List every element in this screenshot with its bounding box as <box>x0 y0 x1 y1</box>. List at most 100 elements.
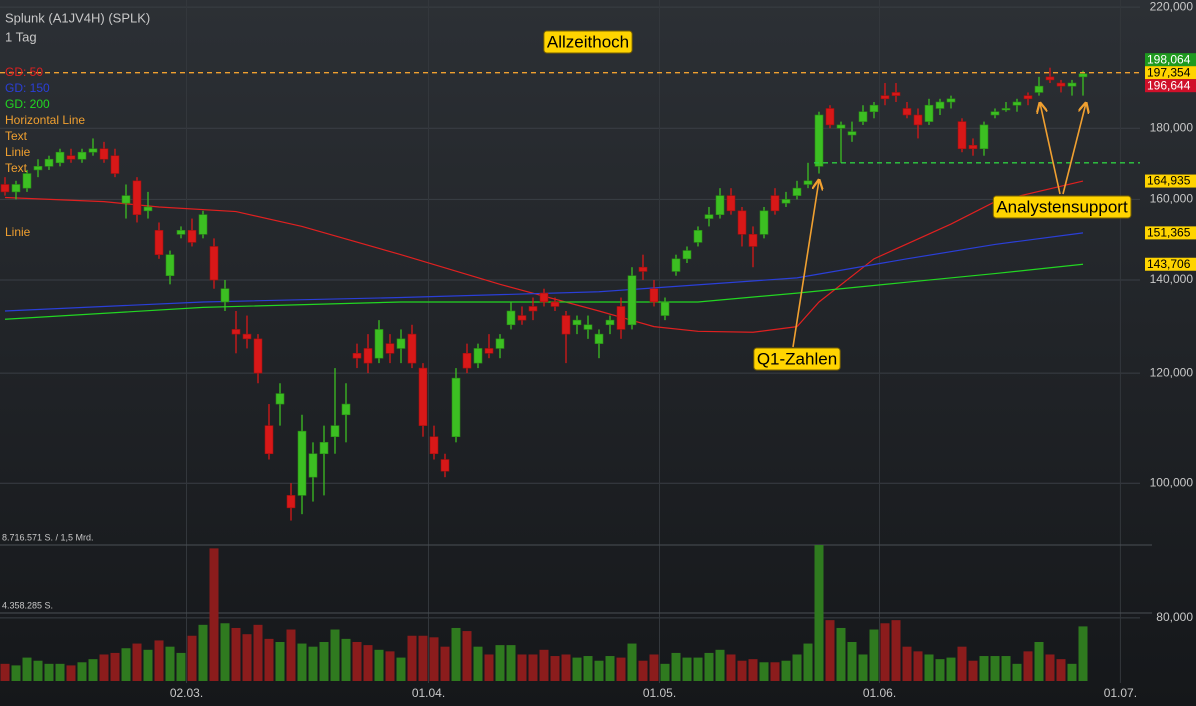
volume-bar <box>649 654 659 681</box>
volume-bar <box>220 623 230 681</box>
candle-body <box>891 92 901 96</box>
annotation-box <box>753 347 841 371</box>
candle-body <box>341 403 351 416</box>
x-tick-label: 01.05. <box>643 686 676 700</box>
candle-body <box>1001 108 1011 111</box>
volume-panel <box>0 545 1088 681</box>
candle-body <box>726 195 736 212</box>
candle-body <box>770 195 780 212</box>
volume-bar <box>979 656 989 681</box>
candle-body <box>429 436 439 455</box>
candle-body <box>0 184 10 193</box>
candle-body <box>473 348 483 364</box>
volume-bar <box>550 656 560 681</box>
grid <box>0 0 1152 683</box>
volume-bar <box>880 623 890 681</box>
candle-body <box>66 155 76 160</box>
x-tick-label: 01.07. <box>1104 686 1137 700</box>
candle-body <box>330 425 340 438</box>
volume-bar <box>825 620 835 681</box>
candle-body <box>627 275 637 326</box>
volume-bar <box>605 656 615 681</box>
volume-bar <box>154 640 164 681</box>
volume-bar <box>770 662 780 681</box>
volume-bar <box>506 645 516 681</box>
arrow <box>1062 103 1086 195</box>
volume-bar <box>814 545 824 681</box>
volume-bar <box>737 660 747 681</box>
volume-bar <box>473 646 483 681</box>
annotation-box <box>543 30 633 54</box>
candle-body <box>209 246 219 281</box>
candle-body <box>484 348 494 354</box>
volume-bar <box>748 659 758 681</box>
candle-body <box>979 124 989 150</box>
volume-bar <box>0 663 10 681</box>
volume-bar <box>253 624 263 681</box>
y-tick-label: 220,000 <box>1150 0 1194 13</box>
candle-body <box>902 108 912 116</box>
volume-bar <box>1012 663 1022 681</box>
candle-body <box>253 338 263 374</box>
candle-body <box>77 151 87 160</box>
volume-bar <box>957 646 967 681</box>
volume-bar <box>363 645 373 681</box>
volume-bar <box>638 660 648 681</box>
volume-bar <box>121 648 131 681</box>
price-label-box <box>1145 257 1196 271</box>
volume-bar <box>352 641 362 681</box>
candle-body <box>308 453 318 478</box>
candle-body <box>561 315 571 335</box>
candle-body <box>451 377 461 438</box>
volume-bar <box>462 631 472 681</box>
candle-body <box>154 230 164 255</box>
x-tick-label: 02.03. <box>170 686 203 700</box>
moving-average <box>4 232 1084 312</box>
x-tick-label: 01.06. <box>863 686 896 700</box>
volume-bar <box>539 649 549 681</box>
price-label: 151,365 <box>1147 226 1191 240</box>
candle-body <box>1045 76 1055 81</box>
candle-body <box>924 104 934 122</box>
volume-bar <box>792 654 802 681</box>
candle-body <box>22 173 32 189</box>
y2-tick-label: 4.358.285 S. <box>2 600 53 610</box>
candle-body <box>121 195 131 204</box>
volume-bar <box>693 657 703 681</box>
arrow <box>792 180 819 348</box>
candle-body <box>132 180 142 215</box>
y-tick-label: 180,000 <box>1150 120 1194 134</box>
candle-body <box>187 230 197 243</box>
candle-body <box>704 214 714 219</box>
volume-bar <box>847 641 857 681</box>
candle-body <box>297 430 307 496</box>
candle-body <box>143 206 153 212</box>
candle-body <box>286 495 296 509</box>
candle-body <box>176 230 186 235</box>
candle-body <box>539 292 549 303</box>
legend: Splunk (A1JV4H) (SPLK) 1 Tag GD: 50 GD: 1… <box>5 10 150 239</box>
volume-bar <box>1023 651 1033 681</box>
volume-bar <box>330 629 340 681</box>
candle-body <box>660 301 670 316</box>
subtitle: 1 Tag <box>5 29 37 44</box>
candle-body <box>1056 82 1066 87</box>
candle-body <box>693 230 703 243</box>
legend-entry: GD: 150 <box>5 81 50 95</box>
candle-body <box>572 319 582 326</box>
volume-bar <box>132 643 142 681</box>
candle-body <box>407 333 417 364</box>
price-label: 143,706 <box>1147 257 1191 271</box>
volume-bar <box>297 643 307 681</box>
volume-bar <box>561 654 571 681</box>
volume-bar <box>44 663 54 681</box>
volume-bar <box>55 663 65 681</box>
candle-body <box>88 148 98 153</box>
volume-bar <box>583 656 593 681</box>
moving-averages <box>4 180 1084 333</box>
volume-bar <box>836 627 846 681</box>
candle-body <box>99 148 109 160</box>
volume-bar <box>440 646 450 681</box>
candle-body <box>198 214 208 235</box>
